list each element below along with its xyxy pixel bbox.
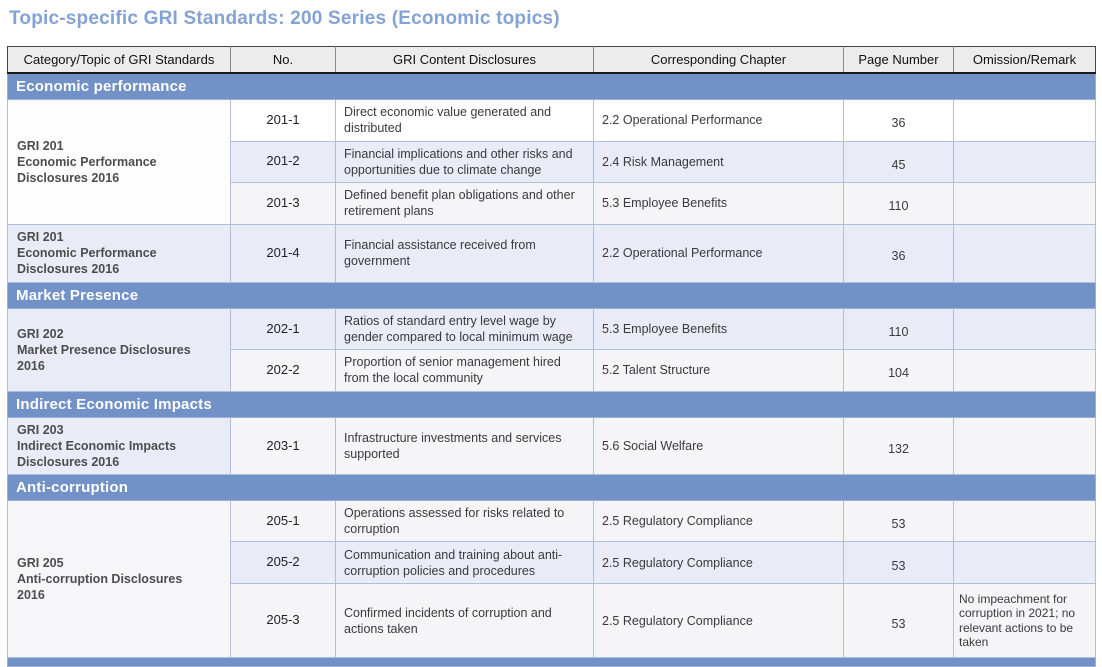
column-header-omission: Omission/Remark [953, 46, 1096, 74]
disclosure-cell: Proportion of senior management hired fr… [335, 348, 594, 392]
no-cell: 205-1 [230, 500, 336, 543]
page-number-cell: 45 [843, 140, 954, 183]
section-header-economic-performance: Economic performance [7, 72, 1096, 100]
table-row: GRI 203 Indirect Economic Impacts Disclo… [7, 417, 1096, 476]
chapter-cell: 2.5 Regulatory Compliance [593, 541, 844, 585]
table-row: GRI 202 Market Presence Disclosures 2016… [7, 307, 1096, 392]
no-cell: 202-2 [230, 348, 336, 392]
no-cell: 205-2 [230, 541, 336, 585]
page-number-cell: 36 [843, 98, 954, 142]
column-header-chapter: Corresponding Chapter [593, 46, 844, 74]
table-row: 201-2 Financial implications and other r… [7, 140, 1096, 183]
disclosure-cell: Financial assistance received from gover… [335, 223, 594, 283]
chapter-cell: 2.5 Regulatory Compliance [593, 500, 844, 543]
column-header-disclosures: GRI Content Disclosures [335, 46, 594, 74]
column-header-page: Page Number [843, 46, 954, 74]
column-header-category: Category/Topic of GRI Standards [7, 46, 231, 74]
no-cell: 203-1 [230, 417, 336, 476]
page-number-cell: 53 [843, 583, 954, 659]
section-row-indirect-economic-impacts: Indirect Economic Impacts [7, 390, 1096, 419]
remark-cell [953, 140, 1096, 183]
category-cell-gri-205: GRI 205 Anti-corruption Disclosures 2016 [7, 500, 231, 659]
no-cell: 205-3 [230, 583, 336, 659]
column-header-no: No. [230, 46, 336, 74]
remark-cell [953, 541, 1096, 585]
no-cell: 201-2 [230, 140, 336, 183]
remark-cell [953, 181, 1096, 225]
disclosure-cell: Ratios of standard entry level wage by g… [335, 307, 594, 350]
remark-cell [953, 348, 1096, 392]
remark-cell [953, 223, 1096, 283]
remark-cell: No impeachment for corruption in 2021; n… [953, 583, 1096, 659]
disclosure-cell: Financial implications and other risks a… [335, 140, 594, 183]
category-cell-gri-203: GRI 203 Indirect Economic Impacts Disclo… [7, 417, 231, 476]
remark-cell [953, 98, 1096, 142]
page-number-cell: 110 [843, 181, 954, 225]
section-header-market-presence: Market Presence [7, 281, 1096, 309]
chapter-cell: 2.2 Operational Performance [593, 98, 844, 142]
chapter-cell: 5.3 Employee Benefits [593, 181, 844, 225]
page-number-cell: 104 [843, 348, 954, 392]
table-row: GRI 201 Economic Performance Disclosures… [7, 98, 1096, 225]
chapter-cell: 5.6 Social Welfare [593, 417, 844, 476]
section-row-anti-corruption: Anti-corruption [7, 474, 1096, 502]
page-number-cell: 53 [843, 500, 954, 543]
page-title: Topic-specific GRI Standards: 200 Series… [9, 8, 560, 29]
page-number-cell: 132 [843, 417, 954, 476]
disclosure-cell: Direct economic value generated and dist… [335, 98, 594, 142]
section-row-partial [7, 657, 1096, 667]
no-cell: 201-1 [230, 98, 336, 142]
disclosure-cell: Operations assessed for risks related to… [335, 500, 594, 543]
chapter-cell: 2.5 Regulatory Compliance [593, 583, 844, 659]
section-header-indirect-economic-impacts: Indirect Economic Impacts [7, 390, 1096, 419]
disclosure-cell: Defined benefit plan obligations and oth… [335, 181, 594, 225]
no-cell: 201-4 [230, 223, 336, 283]
section-row-economic-performance: Economic performance [7, 72, 1096, 100]
table-row: GRI 201 Economic Performance Disclosures… [7, 223, 1096, 283]
disclosure-cell: Communication and training about anti-co… [335, 541, 594, 585]
section-row-market-presence: Market Presence [7, 281, 1096, 309]
chapter-cell: 2.2 Operational Performance [593, 223, 844, 283]
page-number-cell: 36 [843, 223, 954, 283]
category-cell-gri-201b: GRI 201 Economic Performance Disclosures… [7, 223, 231, 283]
remark-cell [953, 417, 1096, 476]
no-cell: 201-3 [230, 181, 336, 225]
chapter-cell: 5.3 Employee Benefits [593, 307, 844, 350]
no-cell: 202-1 [230, 307, 336, 350]
category-cell-gri-201: GRI 201 Economic Performance Disclosures… [7, 98, 231, 225]
gri-standards-table: Category/Topic of GRI Standards No. GRI … [7, 46, 1096, 667]
page-number-cell: 53 [843, 541, 954, 585]
chapter-cell: 2.4 Risk Management [593, 140, 844, 183]
category-cell-gri-202: GRI 202 Market Presence Disclosures 2016 [7, 307, 231, 392]
section-header-partial [7, 657, 1096, 667]
disclosure-cell: Infrastructure investments and services … [335, 417, 594, 476]
chapter-cell: 5.2 Talent Structure [593, 348, 844, 392]
remark-cell [953, 307, 1096, 350]
remark-cell [953, 500, 1096, 543]
table-row: GRI 205 Anti-corruption Disclosures 2016… [7, 500, 1096, 659]
section-header-anti-corruption: Anti-corruption [7, 474, 1096, 502]
page-number-cell: 110 [843, 307, 954, 350]
table-header-row: Category/Topic of GRI Standards No. GRI … [7, 46, 1096, 74]
disclosure-cell: Confirmed incidents of corruption and ac… [335, 583, 594, 659]
